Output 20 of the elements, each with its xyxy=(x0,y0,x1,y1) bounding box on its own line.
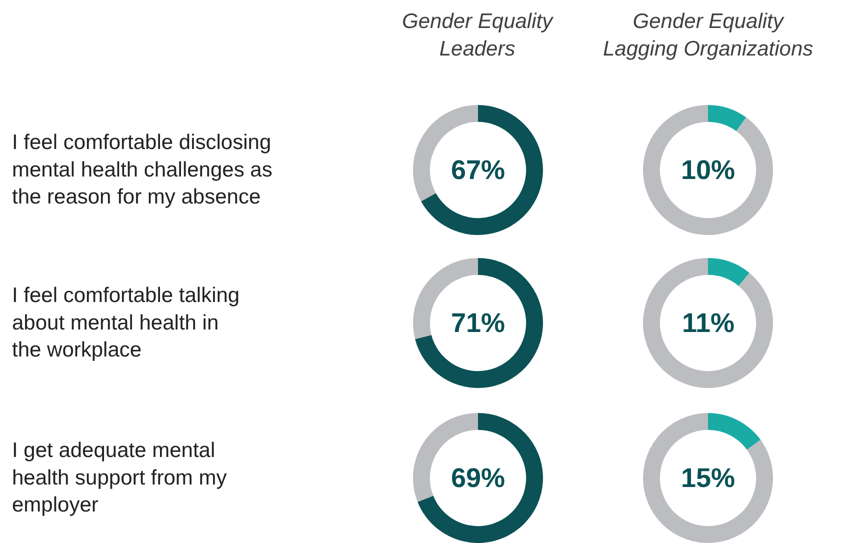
donut-slice xyxy=(708,258,750,286)
chart-title: Gender Equality Leaders xyxy=(402,10,554,60)
text: I feel comfortable talking about mental health in the workplace xyxy=(12,284,240,362)
donut-slice xyxy=(708,105,746,132)
donut-slice xyxy=(418,413,543,543)
donut-slice xyxy=(643,258,773,388)
text: 67% xyxy=(451,155,506,185)
donut-slice xyxy=(708,413,761,450)
donut-slice xyxy=(643,105,773,235)
text: 69% xyxy=(451,463,506,493)
text: 71% xyxy=(451,308,506,338)
text: 10% xyxy=(681,155,736,185)
text: I get adequate mental health support from my employer xyxy=(12,439,228,517)
text: 15% xyxy=(681,463,736,493)
donut-slice xyxy=(421,105,543,235)
text: I feel comfortable disclosing mental health challenges as the reason for my absence xyxy=(12,131,272,209)
donut-slice xyxy=(643,413,773,543)
chart-title: Gender Equality Lagging Organizations xyxy=(603,10,814,60)
donut-slice xyxy=(415,258,543,388)
text: 11% xyxy=(682,308,735,338)
